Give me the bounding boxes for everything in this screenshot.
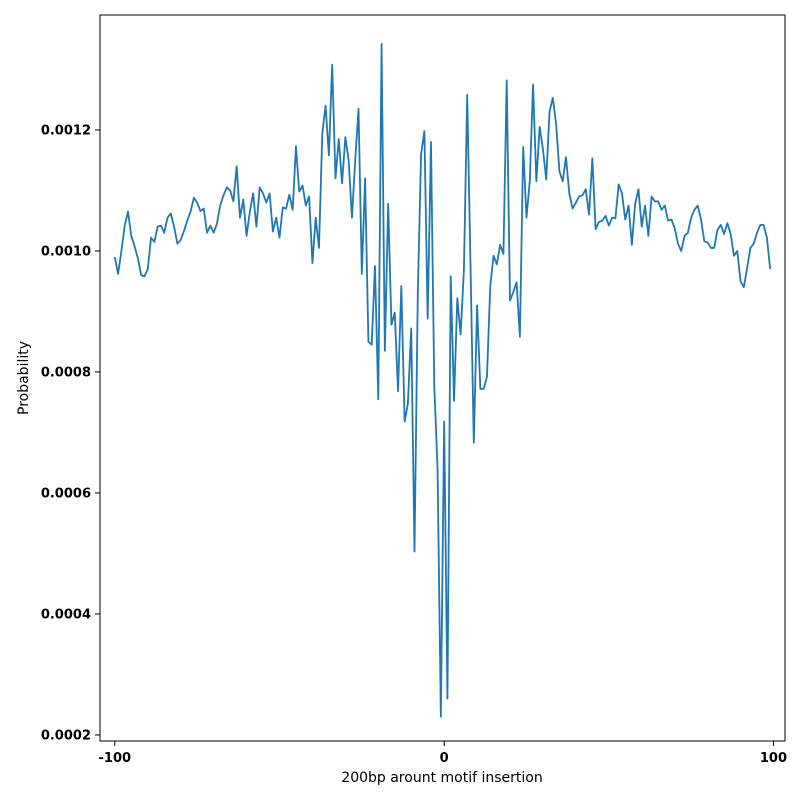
y-tick-label: 0.0010 [41,244,91,259]
x-tick-label: 0 [440,751,449,766]
y-axis-ticks: 0.0002 0.0004 0.0006 0.0008 0.0010 0.0012 [41,123,100,743]
y-tick-label: 0.0006 [41,486,91,501]
axes-frame [99,14,786,742]
y-tick-label: 0.0008 [41,365,91,380]
x-axis-ticks: -100 0 100 [99,741,787,766]
y-axis-label: Probability [16,341,32,415]
series-line-0 [113,43,772,718]
x-axis-label: 200bp arount motif insertion [341,770,542,786]
y-tick-label: 0.0002 [41,728,91,743]
plot-area [113,43,772,718]
y-tick-label: 0.0012 [41,123,91,138]
x-tick-label: 100 [760,751,787,766]
x-tick-label: -100 [99,751,132,766]
y-tick-label: 0.0004 [41,607,91,622]
